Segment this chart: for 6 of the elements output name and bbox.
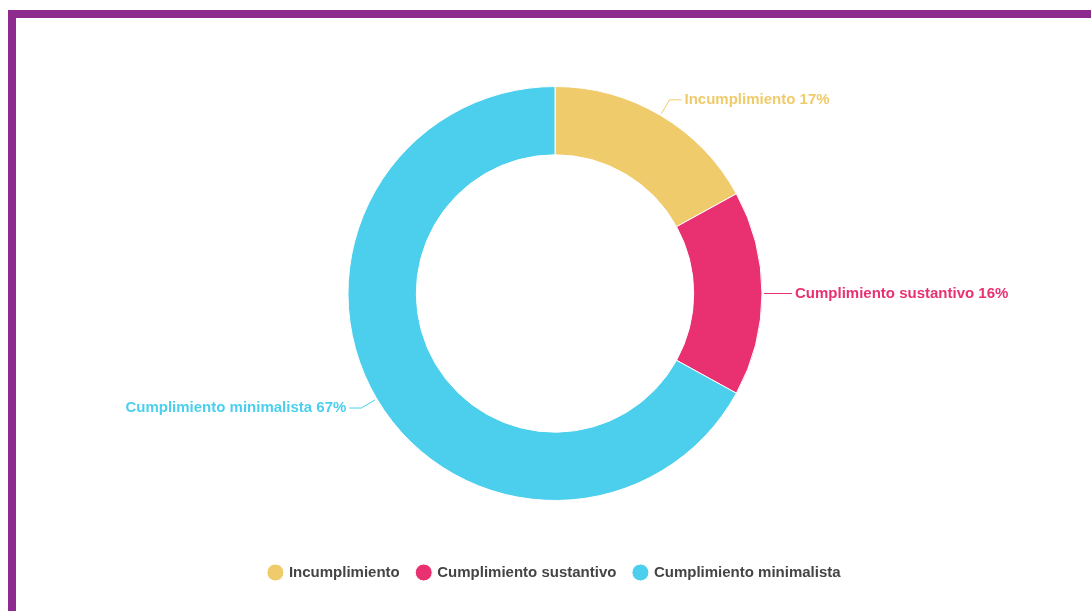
- category-label: Cumplimiento sustantivo 16%: [795, 283, 1009, 301]
- legend-label: Cumplimiento sustantivo: [437, 562, 617, 580]
- category-label: Cumplimiento minimalista 67%: [125, 398, 347, 416]
- legend-label: Cumplimiento minimalista: [653, 562, 842, 580]
- legend-label: Incumplimiento: [288, 562, 400, 580]
- category-label: Incumplimiento 17%: [684, 89, 830, 107]
